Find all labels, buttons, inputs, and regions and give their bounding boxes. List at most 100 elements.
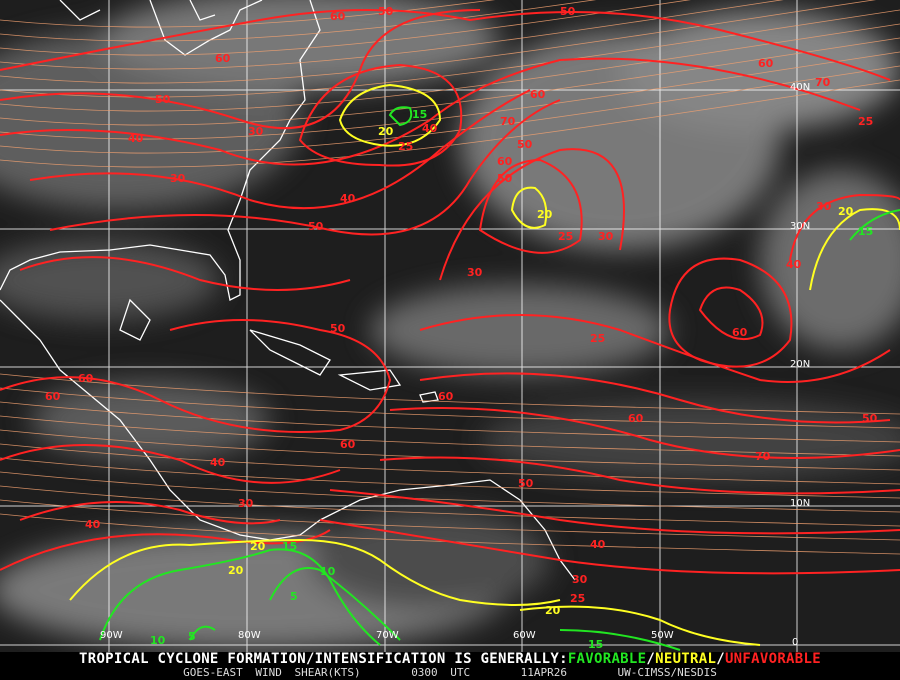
contour-label: 60 (330, 10, 346, 23)
contour-label: 20 (545, 604, 561, 617)
streamline (0, 9, 900, 98)
product-name: GOES-EAST WIND SHEAR(KTS) (183, 666, 361, 679)
lon-label: 50W (651, 630, 674, 641)
caption-bar: TROPICAL CYCLONE FORMATION/INTENSIFICATI… (0, 652, 900, 680)
contour-label: 20 (378, 125, 394, 138)
lat-label: 30N (790, 221, 811, 232)
streamline (0, 471, 900, 513)
streamline (0, 373, 900, 415)
streamline (0, 513, 900, 555)
streamline (0, 499, 900, 541)
contour-label: 30 (816, 200, 832, 213)
legend-favorable: FAVORABLE (567, 651, 647, 667)
contour-label: 30 (238, 497, 254, 510)
contour-label: 60 (340, 438, 356, 451)
contour-label: 25 (570, 592, 586, 605)
contour-label: 50 (308, 220, 324, 233)
contour-label: 40 (128, 132, 144, 145)
contour-label: 20 (250, 540, 266, 553)
lon-label: 60W (513, 630, 536, 641)
contour-label: 50 (560, 5, 576, 18)
contour-label: 20 (537, 208, 553, 221)
streamlines (0, 0, 900, 555)
contour-label: 20 (228, 564, 244, 577)
contour-label: 25 (558, 230, 574, 243)
contour-label: 40 (422, 122, 438, 135)
streamline (0, 443, 900, 485)
contour-label: 30 (248, 125, 264, 138)
streamline (0, 401, 900, 443)
streamline (0, 429, 900, 471)
lat-label: 10N (790, 498, 811, 509)
streamline (0, 415, 900, 457)
contour-label: 40 (85, 518, 101, 531)
contour-label: 25 (858, 115, 874, 128)
contour-label: 15 (412, 108, 428, 121)
streamline (0, 65, 900, 154)
streamline (0, 0, 692, 56)
headline-prefix: TROPICAL CYCLONE FORMATION/INTENSIFICATI… (79, 651, 568, 667)
contour-label: 50 (517, 138, 533, 151)
streamline (0, 485, 900, 527)
contour-label: 15 (282, 540, 298, 553)
contour-label: 70 (755, 450, 771, 463)
contour-label: 60 (78, 372, 94, 385)
contour-label: 25 (398, 140, 414, 153)
contour-label: 60 (530, 88, 546, 101)
contour-label: 60 (438, 390, 454, 403)
contour-label: 5 (188, 630, 196, 643)
contour-label: 50 (518, 477, 534, 490)
contour-label: 50 (862, 412, 878, 425)
lat-lon-grid (0, 0, 900, 652)
lat-label: 40N (790, 82, 811, 93)
separator: / (716, 651, 725, 667)
streamline (0, 457, 900, 499)
lat-label: 0 (792, 637, 799, 648)
product-info: GOES-EAST WIND SHEAR(KTS) 0300 UTC 11APR… (0, 667, 900, 679)
contour-label: 15 (588, 638, 604, 651)
contour-label: 60 (497, 155, 513, 168)
contour-label: 60 (215, 52, 231, 65)
streamline (0, 0, 597, 42)
contour-label: 30 (467, 266, 483, 279)
contour-label: 60 (758, 57, 774, 70)
contour-label: 50 (497, 172, 513, 185)
legend-unfavorable: UNFAVORABLE (724, 651, 821, 667)
streamline (0, 0, 784, 70)
valid-time: 0300 UTC (411, 666, 471, 679)
contour-label: 60 (628, 412, 644, 425)
contour-label: 30 (598, 230, 614, 243)
separator: / (646, 651, 656, 667)
contour-label: 30 (572, 573, 588, 586)
streamline (0, 79, 900, 168)
contour-label: 60 (45, 390, 61, 403)
contour-label: 25 (590, 332, 606, 345)
source: UW-CIMSS/NESDIS (617, 666, 717, 679)
streamline (0, 51, 900, 140)
lat-label: 20N (790, 359, 811, 370)
lon-label: 90W (100, 630, 123, 641)
valid-date: 11APR26 (520, 666, 568, 679)
headline: TROPICAL CYCLONE FORMATION/INTENSIFICATI… (0, 652, 900, 667)
streamline (0, 387, 900, 429)
contour-label: 5 (290, 590, 298, 603)
contour-label: 50 (330, 322, 346, 335)
contour-label: 10 (320, 565, 336, 578)
shear-contours (0, 9, 900, 651)
contour-label: 20 (838, 205, 854, 218)
contour-label: 70 (500, 115, 516, 128)
contour-label: 40 (786, 258, 802, 271)
contour-label: 50 (155, 93, 171, 106)
contour-label: 70 (815, 76, 831, 89)
contour-label: 30 (170, 172, 186, 185)
legend-neutral: NEUTRAL (655, 651, 717, 667)
contour-label: 15 (858, 225, 874, 238)
streamline (0, 0, 496, 28)
contour-label: 50 (378, 5, 394, 18)
contour-label: 40 (340, 192, 356, 205)
contour-label: 60 (732, 326, 748, 339)
contour-label: 40 (590, 538, 606, 551)
streamline (0, 23, 900, 112)
